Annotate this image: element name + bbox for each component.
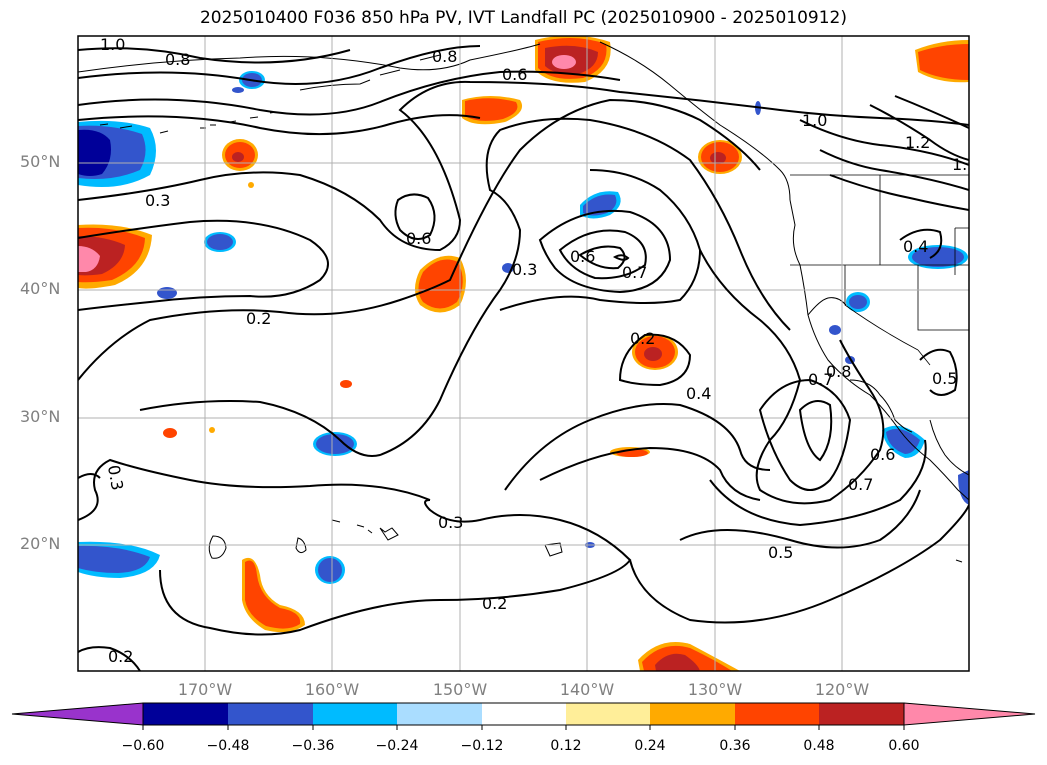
contour-label: 0.8 [432, 47, 457, 66]
figure-title: 2025010400 F036 850 hPa PV, IVT Landfall… [199, 8, 847, 28]
contour-label: 0.5 [932, 369, 957, 388]
colorbar-tick: 0.24 [634, 738, 666, 754]
colorbar-tick: 0.60 [888, 738, 920, 754]
colorbar-tick: −0.60 [121, 738, 165, 754]
contour-label: 0.8 [826, 362, 851, 381]
colorbar-tick: 0.12 [550, 738, 582, 754]
contour-label: 0.6 [870, 445, 895, 464]
contour-label: 0.6 [570, 247, 595, 266]
contour-label: 1.0 [100, 35, 125, 54]
lon-label-170w: 170°W [177, 680, 233, 699]
colorbar-tick: −0.48 [206, 738, 250, 754]
contour-label: 1. [952, 155, 967, 174]
contour-label: 0.4 [903, 237, 928, 256]
contour-label: 0.4 [686, 384, 711, 403]
lon-label-150w: 150°W [432, 680, 488, 699]
contour-label: 1.0 [802, 111, 827, 130]
graticule [78, 36, 969, 671]
lon-label-160w: 160°W [304, 680, 360, 699]
lat-label-30n: 30°N [20, 407, 61, 426]
contour-label: 0.7 [848, 475, 873, 494]
map-panel [78, 36, 969, 671]
colorbar-tick: −0.36 [291, 738, 335, 754]
lon-label-120w: 120°W [814, 680, 870, 699]
lon-label-130w: 130°W [687, 680, 743, 699]
contour-label: 0.2 [482, 594, 507, 613]
contour-label: 0.6 [406, 229, 431, 248]
colorbar-tick: −0.24 [375, 738, 419, 754]
lat-label-50n: 50°N [20, 152, 61, 171]
contour-label: 0.7 [808, 370, 833, 389]
colorbar-tick: 0.36 [719, 738, 751, 754]
ivt-contours [78, 45, 969, 671]
map-frame [77, 35, 970, 672]
contour-label: 0.7 [622, 263, 647, 282]
contour-label: 0.2 [630, 329, 655, 348]
contour-labels: 1.0 0.8 0.8 0.6 1.0 1.2 1. 0.3 0.6 0.3 0… [100, 35, 967, 666]
lat-label-20n: 20°N [20, 534, 61, 553]
colorbar [11, 702, 1036, 730]
contour-label: 0.3 [512, 260, 537, 279]
contour-label: 0.5 [768, 543, 793, 562]
contour-label: 1.2 [905, 133, 930, 152]
contour-label: 0.3 [438, 513, 463, 532]
contour-label: 0.3 [145, 191, 170, 210]
colorbar-tick: 0.48 [803, 738, 835, 754]
lon-label-140w: 140°W [559, 680, 615, 699]
lat-label-40n: 40°N [20, 279, 61, 298]
contour-label: 0.2 [246, 309, 271, 328]
colorbar-tick: −0.12 [460, 738, 504, 754]
contour-label: 0.3 [104, 464, 127, 492]
contour-label: 0.2 [108, 647, 133, 666]
political-borders [790, 174, 969, 366]
contour-label: 0.6 [502, 65, 527, 84]
contour-label: 0.8 [165, 50, 190, 69]
